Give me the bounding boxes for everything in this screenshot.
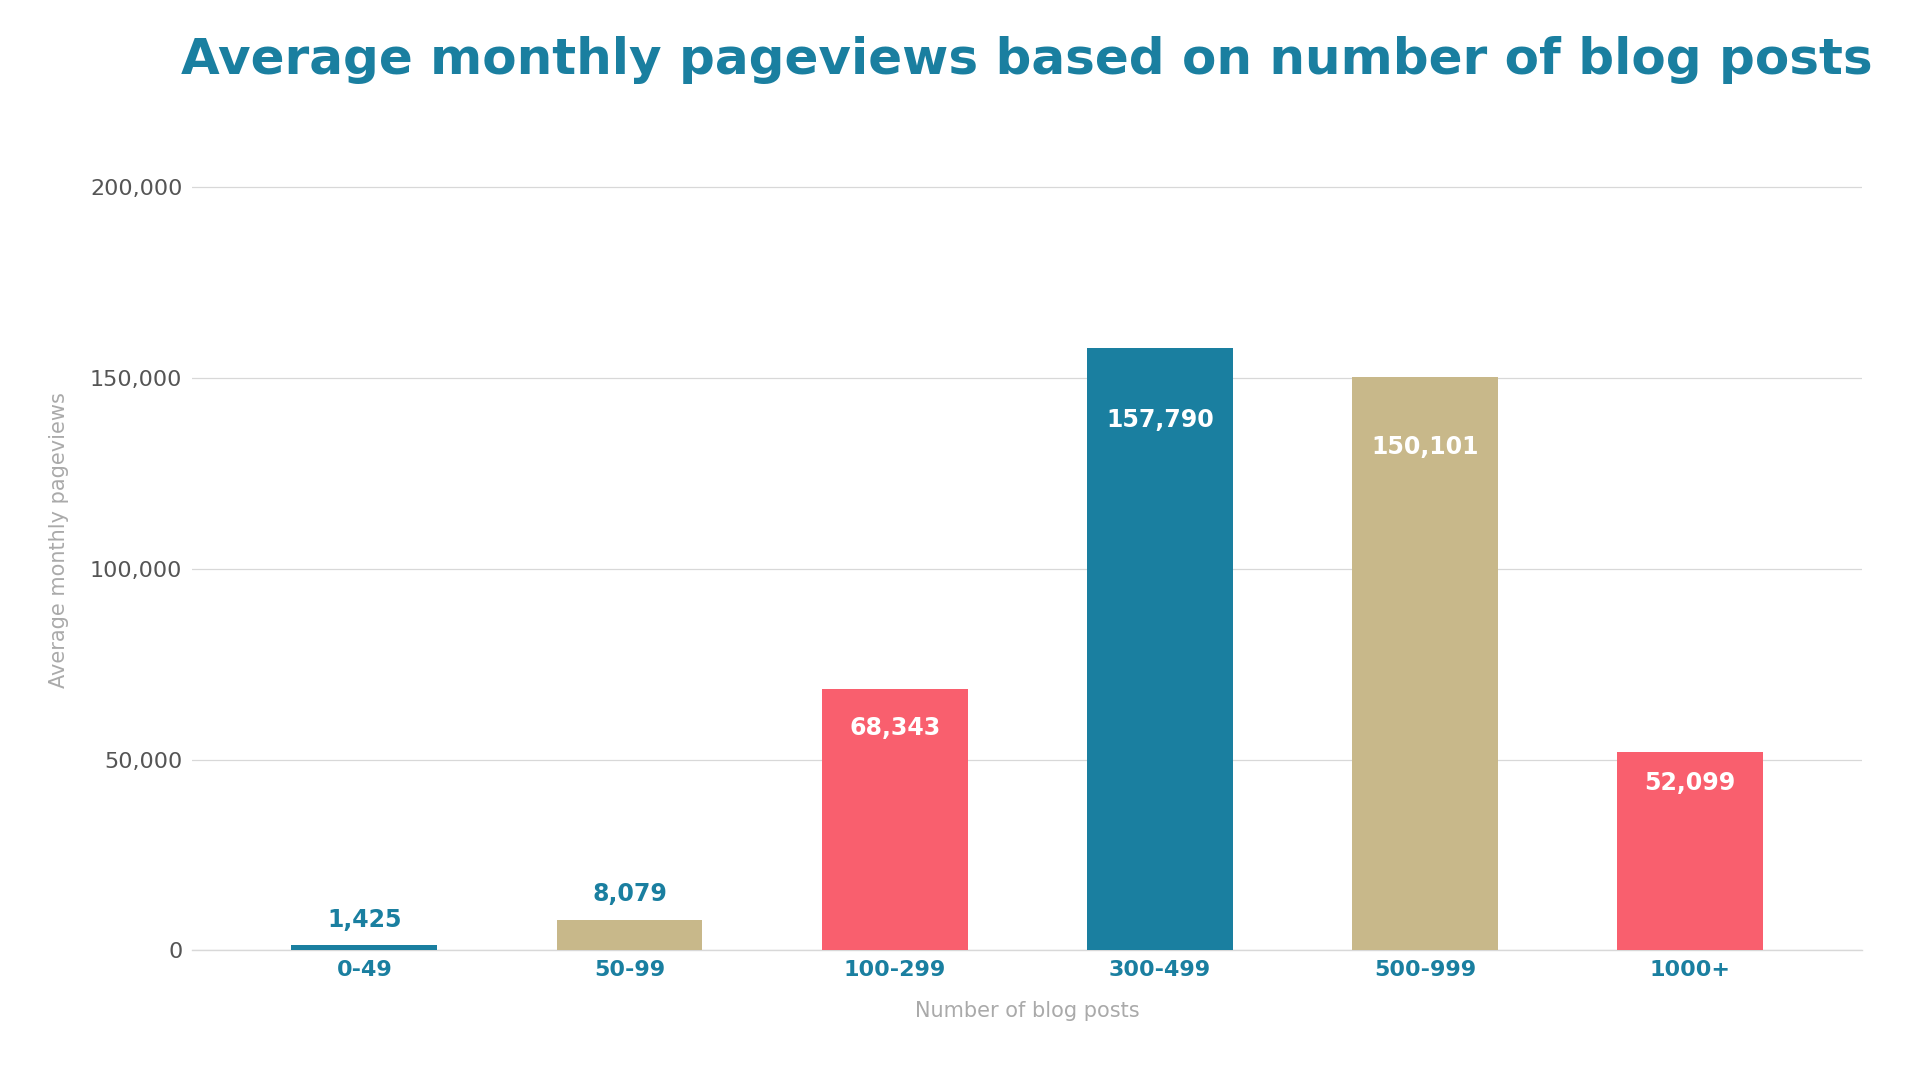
Y-axis label: Average monthly pageviews: Average monthly pageviews — [50, 392, 69, 688]
Text: 157,790: 157,790 — [1106, 408, 1213, 432]
Text: 150,101: 150,101 — [1371, 434, 1478, 459]
Bar — [1617, 752, 1763, 950]
Text: 8,079: 8,079 — [591, 882, 666, 906]
Bar — [822, 689, 968, 950]
Bar — [557, 919, 703, 950]
X-axis label: Number of blog posts: Number of blog posts — [916, 1001, 1139, 1021]
Bar — [292, 945, 438, 950]
Text: 68,343: 68,343 — [849, 716, 941, 740]
Bar — [1352, 377, 1498, 950]
Bar — [1087, 348, 1233, 950]
Title: Average monthly pageviews based on number of blog posts: Average monthly pageviews based on numbe… — [180, 36, 1874, 84]
Text: 1,425: 1,425 — [326, 907, 401, 932]
Text: 52,099: 52,099 — [1644, 771, 1736, 795]
